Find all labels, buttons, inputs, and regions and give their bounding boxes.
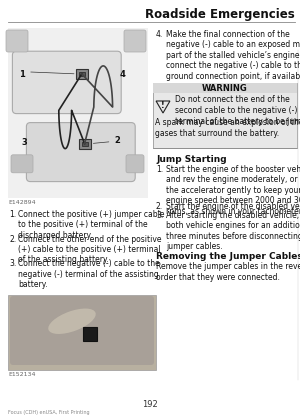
Bar xyxy=(153,83,297,93)
Text: 1: 1 xyxy=(19,70,25,79)
Text: Do not connect the end of the
second cable to the negative (-)
terminal of the b: Do not connect the end of the second cab… xyxy=(175,95,300,126)
Text: Roadside Emergencies: Roadside Emergencies xyxy=(145,8,295,21)
Bar xyxy=(76,69,88,79)
Bar xyxy=(79,72,85,76)
FancyBboxPatch shape xyxy=(10,296,154,365)
Text: 2: 2 xyxy=(114,135,120,145)
Text: Remove the jumper cables in the reverse
order that they were connected.: Remove the jumper cables in the reverse … xyxy=(156,262,300,282)
Text: E142894: E142894 xyxy=(8,200,36,205)
Bar xyxy=(8,295,156,370)
Text: Connect the positive (+) jumper cable
to the positive (+) terminal of the
discha: Connect the positive (+) jumper cable to… xyxy=(18,210,164,240)
Text: 192: 192 xyxy=(142,400,158,409)
FancyBboxPatch shape xyxy=(124,30,146,52)
Text: 3.: 3. xyxy=(9,259,16,268)
Text: 1.: 1. xyxy=(9,210,16,219)
Text: Connect the negative (-) cable to the
negative (-) terminal of the assisting
bat: Connect the negative (-) cable to the ne… xyxy=(18,259,160,289)
Text: 4: 4 xyxy=(120,70,126,79)
Text: 2.: 2. xyxy=(9,234,16,244)
Text: After starting the disabled vehicle, run
both vehicle engines for an additional
: After starting the disabled vehicle, run… xyxy=(166,211,300,251)
FancyBboxPatch shape xyxy=(26,122,135,181)
Text: 2.: 2. xyxy=(156,202,163,211)
Text: 3.: 3. xyxy=(156,211,163,220)
Bar xyxy=(79,139,91,149)
Text: WARNING: WARNING xyxy=(202,84,248,93)
Bar xyxy=(82,142,88,145)
Bar xyxy=(153,83,297,148)
Text: 4.: 4. xyxy=(156,30,163,39)
Text: !: ! xyxy=(161,102,165,110)
Text: Start the engine of the booster vehicle
and rev the engine moderately, or press
: Start the engine of the booster vehicle … xyxy=(166,165,300,216)
FancyBboxPatch shape xyxy=(11,155,33,173)
Text: Make the final connection of the
negative (-) cable to an exposed metal
part of : Make the final connection of the negativ… xyxy=(166,30,300,81)
FancyBboxPatch shape xyxy=(12,51,121,114)
Text: E152134: E152134 xyxy=(8,372,35,377)
Ellipse shape xyxy=(48,308,96,334)
Bar xyxy=(83,327,97,341)
Text: 3: 3 xyxy=(21,138,27,147)
Bar xyxy=(8,28,148,198)
Text: Jump Starting: Jump Starting xyxy=(156,155,226,164)
Text: Start the engine of the disabled vehicle.: Start the engine of the disabled vehicle… xyxy=(166,202,300,211)
Text: Removing the Jumper Cables: Removing the Jumper Cables xyxy=(156,252,300,261)
Text: Connect the other end of the positive
(+) cable to the positive (+) terminal
of : Connect the other end of the positive (+… xyxy=(18,234,161,265)
FancyBboxPatch shape xyxy=(6,30,28,52)
Text: 1.: 1. xyxy=(156,165,163,174)
Text: Focus (CDH) enUSA, First Printing: Focus (CDH) enUSA, First Printing xyxy=(8,410,90,415)
Text: A spark may cause an explosion of the
gases that surround the battery.: A spark may cause an explosion of the ga… xyxy=(155,118,300,138)
FancyBboxPatch shape xyxy=(126,155,144,173)
